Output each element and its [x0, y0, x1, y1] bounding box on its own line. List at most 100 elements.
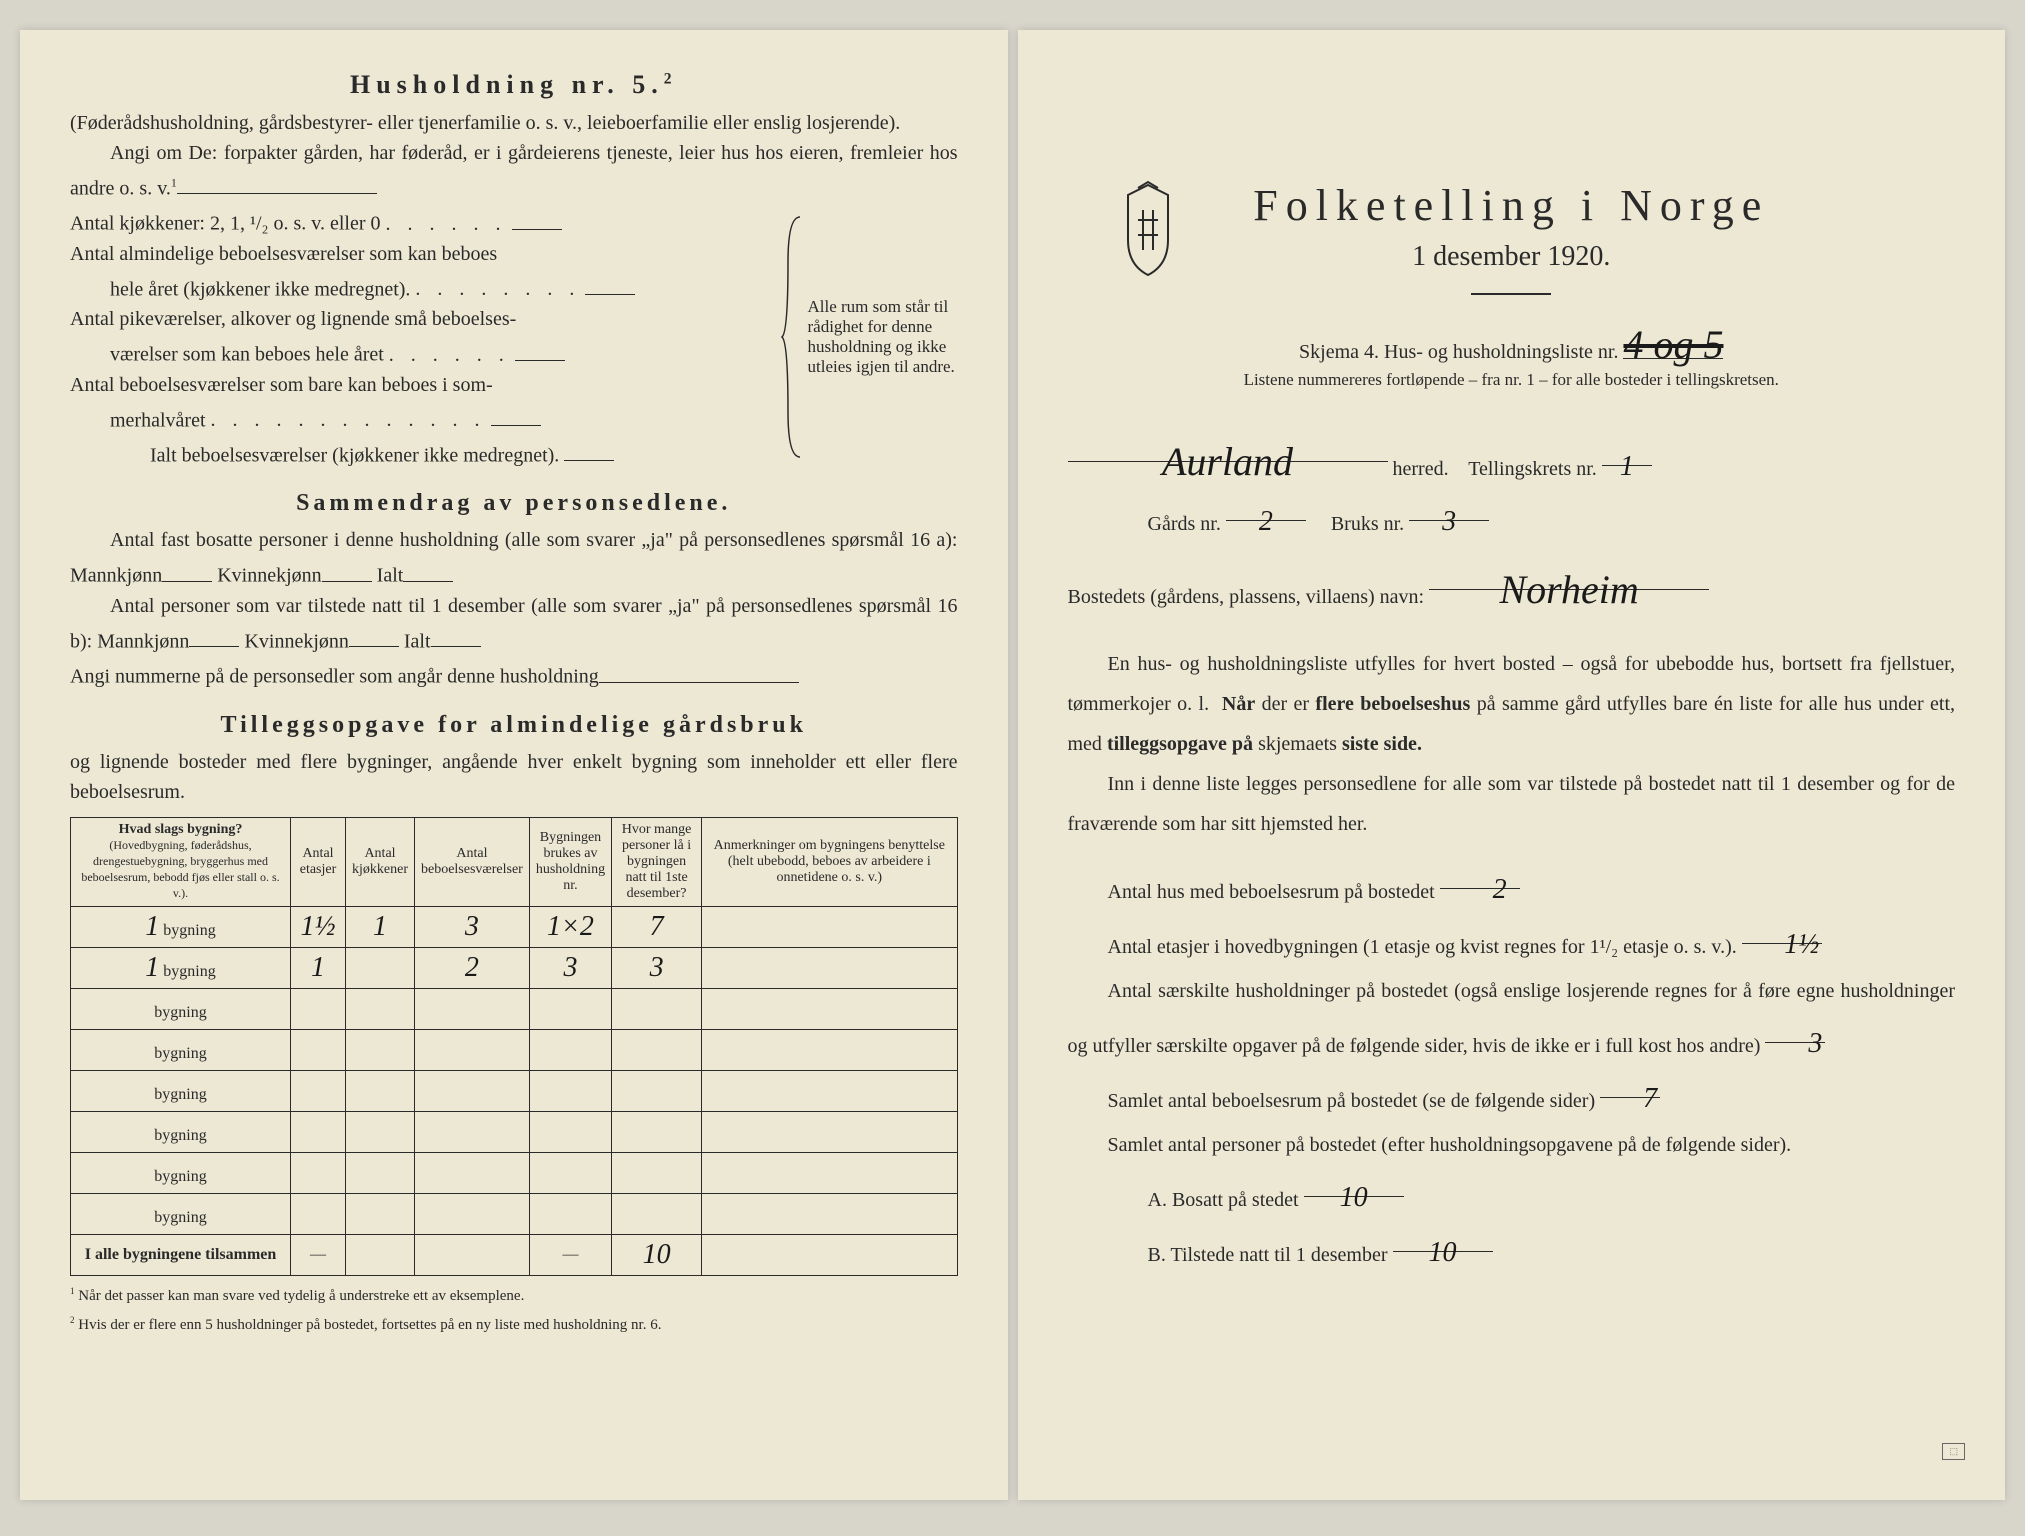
listene-text: Listene nummereres fortløpende – fra nr.…: [1068, 367, 1956, 393]
cell-pers: [612, 1070, 702, 1111]
right-page: Folketelling i Norge 1 desember 1920. Sk…: [1018, 30, 2006, 1500]
cell-kjokk: [346, 1029, 415, 1070]
cell-pers: [612, 1152, 702, 1193]
cell-bygning: bygning: [71, 1029, 291, 1070]
table-row: bygning: [71, 1152, 958, 1193]
husholdning-sup: 2: [664, 70, 678, 87]
total-dash1: —: [291, 1234, 346, 1275]
building-table: Hvad slags bygning? (Hovedbygning, føder…: [70, 817, 958, 1276]
dots: . . . . . .: [386, 209, 507, 239]
herred-lbl: herred.: [1393, 458, 1449, 480]
th-bygning-title: Hvad slags bygning?: [119, 822, 243, 837]
cell-bygning: bygning: [71, 1070, 291, 1111]
sammendrag-ialt2: [431, 621, 481, 647]
room-l4a: Antal beboelsesværelser som bare kan beb…: [70, 370, 778, 400]
q3-line: Antal særskilte husholdninger på bostede…: [1068, 969, 1956, 1068]
sammendrag-l1b-text: Kvinnekjønn: [217, 565, 321, 587]
qb-lbl: B. Tilstede natt til 1 desember: [1148, 1244, 1388, 1266]
cell-kjokk: [346, 1193, 415, 1234]
room-l4b-blank: [491, 400, 541, 426]
room-l5: Ialt beboelsesværelser (kjøkkener ikke m…: [70, 435, 778, 470]
room-l3b: værelser som kan beboes hele året . . . …: [70, 334, 778, 369]
total-blank1: [346, 1234, 415, 1275]
husholdning-title: Husholdning nr. 5.2: [70, 70, 958, 100]
total-pers: 10: [612, 1234, 702, 1275]
q2-line: Antal etasjer i hovedbygningen (1 etasje…: [1068, 914, 1956, 969]
qa-line: A. Bosatt på stedet 10: [1068, 1167, 1956, 1222]
cell-etasjer: 1: [291, 947, 346, 988]
para1: En hus- og husholdningsliste utfylles fo…: [1068, 644, 1956, 764]
tillegg-title: Tilleggsopgave for almindelige gårdsbruk: [70, 712, 958, 739]
gards-line: Gårds nr. 2 Bruks nr. 3: [1068, 491, 1956, 546]
total-dash2: —: [529, 1234, 611, 1275]
footnote1: 1 Når det passer kan man svare ved tydel…: [70, 1286, 958, 1305]
sammendrag-l1: Antal fast bosatte personer i denne hush…: [70, 525, 958, 590]
table-header-row: Hvad slags bygning? (Hovedbygning, føder…: [71, 817, 958, 906]
cell-hush: [529, 988, 611, 1029]
husholdning-desc: (Føderådshusholdning, gårdsbestyrer- ell…: [70, 108, 958, 138]
divider: [1471, 293, 1551, 295]
cell-etasjer: [291, 988, 346, 1029]
cell-hush: [529, 1111, 611, 1152]
rooms-lines: Antal kjøkkener: 2, 1, ¹/₂ o. s. v. elle…: [70, 203, 778, 470]
cell-beboel: 2: [414, 947, 529, 988]
room-l3b-text: værelser som kan beboes hele året: [110, 344, 384, 366]
cell-etasjer: [291, 1111, 346, 1152]
cell-beboel: [414, 1193, 529, 1234]
sammendrag-l3-text: Angi nummerne på de personsedler som ang…: [70, 666, 599, 688]
curly-brace-icon: [780, 212, 805, 462]
cell-anm: [702, 947, 957, 988]
table-row: 1 bygning1½131×27: [71, 906, 958, 947]
total-blank3: [702, 1234, 957, 1275]
table-row: bygning: [71, 1111, 958, 1152]
sammendrag-mann2: [189, 621, 239, 647]
cell-beboel: [414, 1070, 529, 1111]
sammendrag-mann1: [162, 555, 212, 581]
sammendrag-title: Sammendrag av personsedlene.: [70, 490, 958, 517]
th-kjokk: Antal kjøkkener: [346, 817, 415, 906]
bosted-line: Bostedets (gårdens, plassens, villaens) …: [1068, 546, 1956, 619]
cell-kjokk: 1: [346, 906, 415, 947]
q2-val: 1½: [1742, 914, 1822, 945]
sammendrag-kvin1: [322, 555, 372, 581]
tellingskrets-lbl: Tellingskrets nr.: [1468, 458, 1597, 480]
rooms-brace-section: Antal kjøkkener: 2, 1, ¹/₂ o. s. v. elle…: [70, 203, 958, 470]
room-l1: Antal kjøkkener: 2, 1, ¹/₂ o. s. v. elle…: [70, 203, 778, 238]
cell-kjokk: [346, 1070, 415, 1111]
room-l1-blank: [512, 203, 562, 229]
q1-text: Antal hus med beboelsesrum på bostedet: [1108, 881, 1435, 903]
room-l2b-text: hele året (kjøkkener ikke medregnet).: [110, 278, 410, 300]
fn1-text: Når det passer kan man svare ved tydelig…: [78, 1288, 524, 1304]
left-page: Husholdning nr. 5.2 (Føderådshusholdning…: [20, 30, 1008, 1500]
cell-beboel: [414, 1152, 529, 1193]
dots: . . . . . . . . . . . . .: [211, 405, 486, 435]
room-l5-blank: [564, 435, 614, 461]
brace-icon: [778, 203, 808, 470]
cell-bygning: bygning: [71, 1111, 291, 1152]
cell-kjokk: [346, 1111, 415, 1152]
cell-beboel: [414, 988, 529, 1029]
cell-etasjer: [291, 1070, 346, 1111]
sammendrag-l2: Antal personer som var tilstede natt til…: [70, 591, 958, 656]
room-l2b-blank: [585, 269, 635, 295]
q2-text: Antal etasjer i hovedbygningen (1 etasje…: [1108, 936, 1737, 958]
cell-pers: [612, 988, 702, 1029]
brace-text: Alle rum som står til rådighet for denne…: [808, 203, 958, 470]
room-l2a: Antal almindelige beboelsesværelser som …: [70, 239, 778, 269]
room-l4b: merhalvåret . . . . . . . . . . . . .: [70, 400, 778, 435]
th-bygning: Hvad slags bygning? (Hovedbygning, føder…: [71, 817, 291, 906]
q5-line: Samlet antal personer på bostedet (efter…: [1068, 1123, 1956, 1167]
gards-lbl: Gårds nr.: [1148, 513, 1221, 535]
cell-pers: 7: [612, 906, 702, 947]
fn2-n: 2: [70, 1315, 75, 1325]
gards-val: 2: [1226, 491, 1306, 522]
table-row: bygning: [71, 1029, 958, 1070]
para2: Inn i denne liste legges personsedlene f…: [1068, 764, 1956, 844]
q1-line: Antal hus med beboelsesrum på bostedet 2: [1068, 859, 1956, 914]
fn2-text: Hvis der er flere enn 5 husholdninger på…: [78, 1317, 661, 1333]
table-row: bygning: [71, 1070, 958, 1111]
cell-anm: [702, 1029, 957, 1070]
cell-bygning: bygning: [71, 1152, 291, 1193]
th-beboel: Antal beboelsesværelser: [414, 817, 529, 906]
cell-hush: 3: [529, 947, 611, 988]
